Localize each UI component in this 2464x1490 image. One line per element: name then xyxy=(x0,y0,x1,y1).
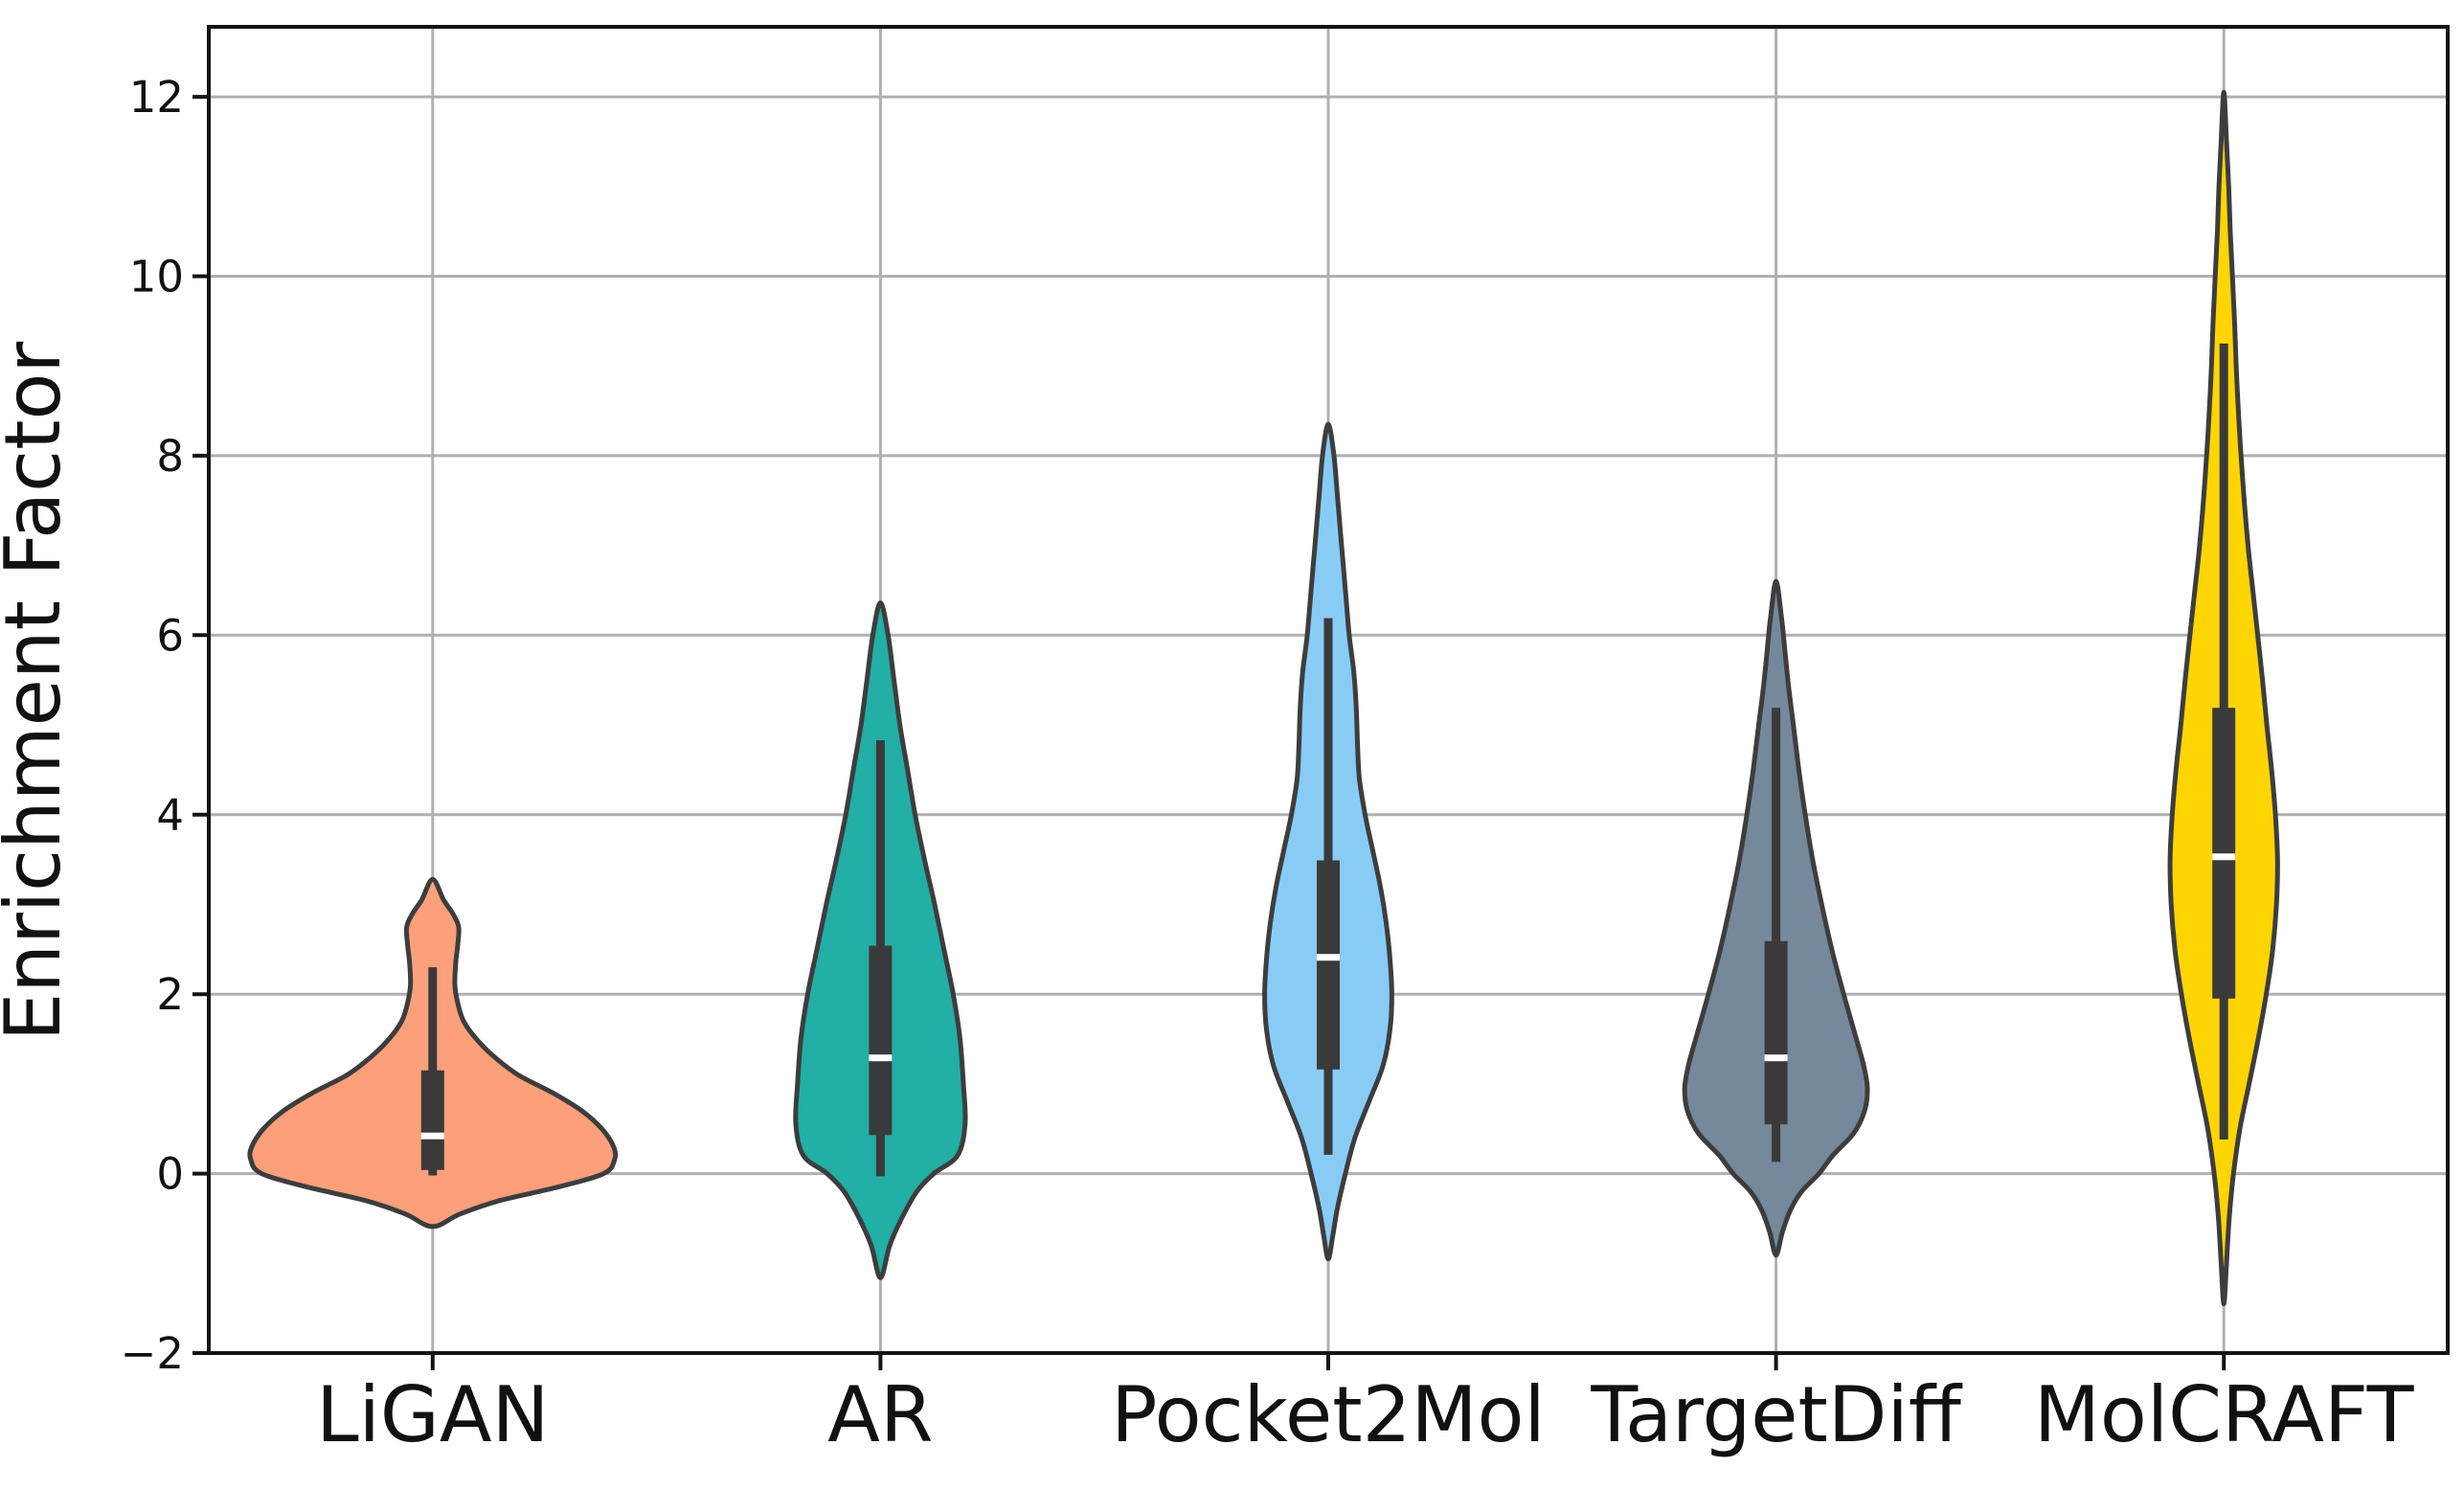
x-tick-label-pocket2mol: Pocket2Mol xyxy=(1111,1370,1545,1459)
x-tick-label-targetdiff: TargetDiff xyxy=(1590,1370,1962,1459)
y-tick-label: −2 xyxy=(121,1328,184,1379)
tick-marks xyxy=(192,95,2227,1370)
y-tick-label: 2 xyxy=(156,969,184,1020)
x-tick-label-ar: AR xyxy=(827,1370,933,1459)
y-tick-label: 8 xyxy=(156,431,184,482)
iqr-box-molcraft xyxy=(2212,708,2236,999)
y-tick-label: 12 xyxy=(129,72,184,123)
iqr-box-ligan xyxy=(420,1070,444,1170)
y-tick-label: 10 xyxy=(129,252,184,303)
iqr-box-ar xyxy=(869,945,893,1136)
iqr-box-pocket2mol xyxy=(1317,860,1340,1070)
x-tick-label-ligan: LiGAN xyxy=(316,1370,549,1459)
y-tick-label: 0 xyxy=(156,1149,184,1200)
iqr-box-targetdiff xyxy=(1764,940,1788,1125)
inner-boxplots xyxy=(420,343,2236,1177)
tick-labels: −2 0 2 4 6 8 10 12 LiGAN AR Pocket2Mol TargetDiff Mo… xyxy=(121,72,2415,1459)
y-tick-label: 4 xyxy=(156,790,184,841)
y-tick-label: 6 xyxy=(156,610,184,661)
x-tick-label-molcraft: MolCRAFT xyxy=(2034,1370,2415,1459)
y-axis-label: Enrichment Factor xyxy=(0,342,78,1042)
violins xyxy=(247,89,2280,1306)
